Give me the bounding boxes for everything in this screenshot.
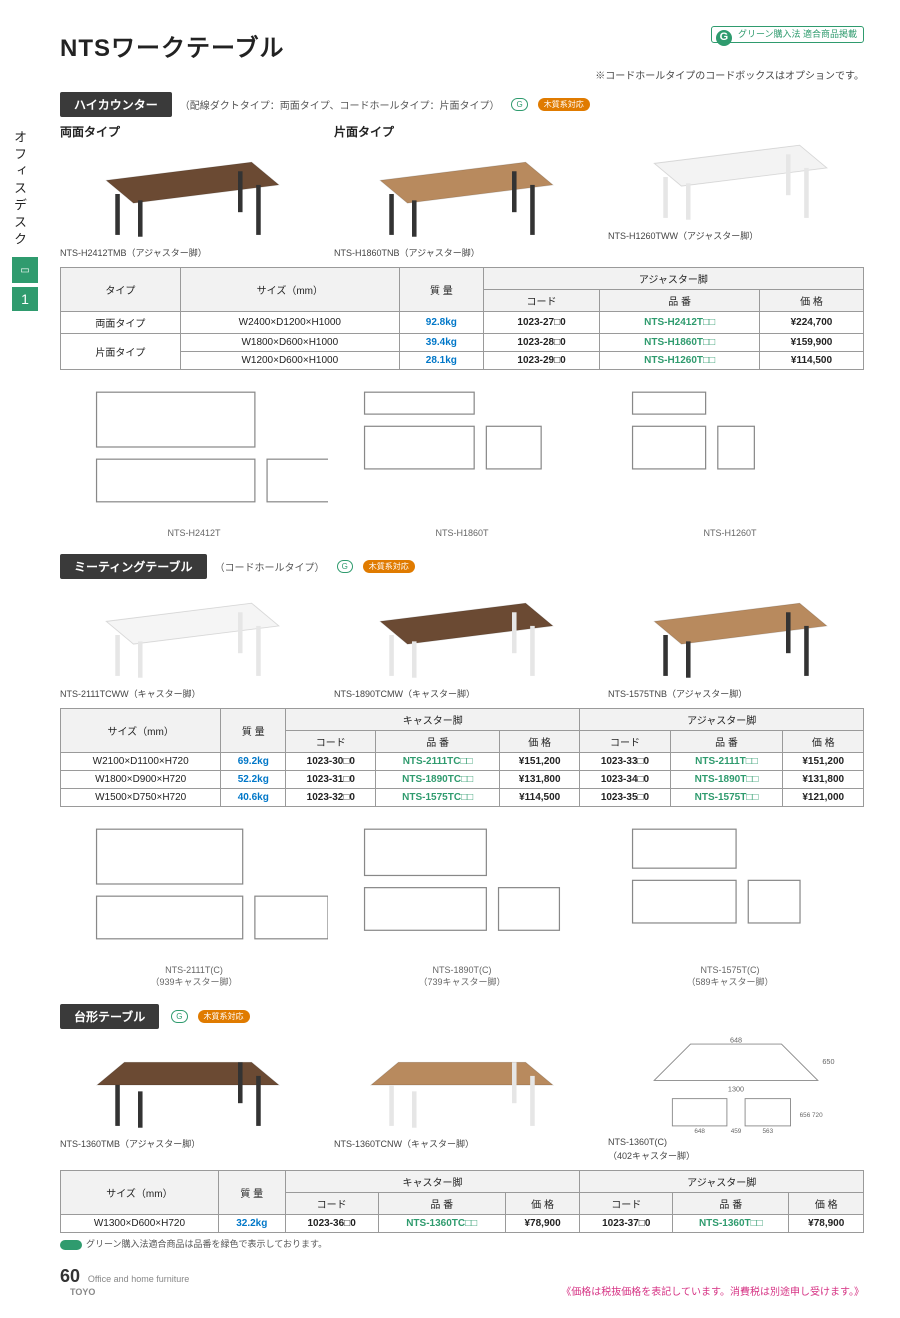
table-row: W1300×D600×H720 32.2kg 1023-36□0 NTS-136…: [61, 1215, 864, 1233]
table-thumb: [60, 1035, 316, 1135]
green-note: グリーン購入法適合商品は品番を緑色で表示しております。: [60, 1237, 864, 1250]
section-tag: ハイカウンター: [60, 92, 172, 117]
eco-icon: G: [511, 98, 527, 111]
eco-icon: G: [337, 560, 353, 573]
sidebar-category: オフィスデスク ▭ 1: [10, 130, 40, 311]
high-counter-spec-table: タイプ サイズ（mm） 質 量 アジャスター脚 コード 品 番 価 格 両面タイ…: [60, 267, 864, 370]
thumb-caption: NTS-H2412TMB（アジャスター脚）: [60, 246, 316, 259]
table-thumb: [334, 585, 590, 685]
svg-text:650: 650: [822, 1057, 834, 1066]
table-thumb: [608, 127, 864, 227]
thumb-caption: NTS-H1860TNB（アジャスター脚）: [334, 246, 590, 259]
dimension-diagram: 648 650 1300 648 563 656 720 459: [608, 1035, 864, 1135]
green-purchase-badge: グリーン購入法 適合商品掲載: [711, 26, 864, 43]
top-note: ※コードホールタイプのコードボックスはオプションです。: [60, 67, 864, 82]
wood-badge: 木質系対応: [363, 560, 415, 573]
page-number: 60: [60, 1266, 80, 1286]
table-row: W1800×D900×H72052.2kg 1023-31□0NTS-1890T…: [61, 771, 864, 789]
table-row: 両面タイプ W2400×D1200×H1000 92.8kg 1023-27□0…: [61, 312, 864, 334]
table-row: 片面タイプ W1800×D600×H1000 39.4kg 1023-28□0 …: [61, 334, 864, 352]
green-dot-icon: [60, 1240, 82, 1250]
thumb-caption: NTS-1360T(C): [608, 1137, 864, 1147]
svg-text:459: 459: [731, 1129, 742, 1136]
table-thumb: [60, 585, 316, 685]
trapezoid-spec-table: サイズ（mm） 質 量 キャスター脚 アジャスター脚 コード 品 番 価 格 コ…: [60, 1170, 864, 1233]
variant-title: 片面タイプ: [334, 123, 590, 140]
table-thumb: [334, 1035, 590, 1135]
section-subtitle: （コードホールタイプ）: [215, 559, 325, 574]
thumb-caption: NTS-1360TMB（アジャスター脚）: [60, 1137, 316, 1150]
thumb-caption: NTS-2111TCWW（キャスター脚）: [60, 687, 316, 700]
svg-text:648: 648: [694, 1129, 705, 1136]
table-row: W1200×D600×H1000 28.1kg 1023-29□0 NTS-H1…: [61, 352, 864, 370]
svg-text:656 720: 656 720: [800, 1112, 823, 1119]
sidebar-label: オフィスデスク: [10, 130, 29, 249]
table-thumb: [60, 144, 316, 244]
trapezoid-variants: NTS-1360TMB（アジャスター脚） NTS-1360TCNW（キャスター脚…: [60, 1035, 864, 1162]
section-meeting: ミーティングテーブル （コードホールタイプ） G 木質系対応 NTS-2111T…: [60, 554, 864, 988]
eco-icon: G: [171, 1010, 187, 1023]
table-row: W1500×D750×H72040.6kg 1023-32□0NTS-1575T…: [61, 789, 864, 807]
section-subtitle: （配線ダクトタイプ：両面タイプ、コードホールタイプ：片面タイプ）: [180, 97, 500, 112]
meeting-spec-table: サイズ（mm） 質 量 キャスター脚 アジャスター脚 コード 品 番 価 格 コ…: [60, 708, 864, 807]
section-tag: ミーティングテーブル: [60, 554, 207, 579]
table-thumb: [334, 144, 590, 244]
high-counter-dimension-diagrams: NTS-H2412T NTS-H1860T NTS-H1260T: [60, 380, 864, 538]
section-trapezoid: 台形テーブル G 木質系対応 NTS-1360TMB（アジャスター脚） NTS-…: [60, 1004, 864, 1250]
variant-title: 両面タイプ: [60, 123, 316, 140]
high-counter-variants: 両面タイプ NTS-H2412TMB（アジャスター脚） 片面タイプ NTS-H1…: [60, 123, 864, 259]
svg-text:563: 563: [763, 1129, 774, 1136]
table-row: W2100×D1100×H72069.2kg 1023-30□0NTS-2111…: [61, 753, 864, 771]
wood-badge: 木質系対応: [538, 98, 590, 111]
sidebar-index: 1: [12, 287, 38, 311]
page-footer: 60 Office and home furniture TOYO 《価格は税抜…: [60, 1266, 864, 1298]
section-high-counter: ハイカウンター （配線ダクトタイプ：両面タイプ、コードホールタイプ：片面タイプ）…: [60, 92, 864, 538]
price-note: 《価格は税抜価格を表記しています。消費税は別途申し受けます。》: [561, 1283, 864, 1298]
thumb-caption: NTS-H1260TWW（アジャスター脚）: [608, 229, 864, 242]
thumb-caption: NTS-1575TNB（アジャスター脚）: [608, 687, 864, 700]
svg-text:648: 648: [730, 1036, 742, 1045]
section-tag: 台形テーブル: [60, 1004, 159, 1029]
meeting-dimension-diagrams: NTS-2111T(C)（939キャスター脚） NTS-1890T(C)（739…: [60, 817, 864, 988]
desk-icon: ▭: [12, 257, 38, 283]
svg-text:1300: 1300: [728, 1085, 744, 1094]
wood-badge: 木質系対応: [198, 1010, 250, 1023]
thumb-caption: NTS-1360TCNW（キャスター脚）: [334, 1137, 590, 1150]
meeting-variants: NTS-2111TCWW（キャスター脚） NTS-1890TCMW（キャスター脚…: [60, 585, 864, 700]
thumb-caption: NTS-1890TCMW（キャスター脚）: [334, 687, 590, 700]
table-thumb: [608, 585, 864, 685]
